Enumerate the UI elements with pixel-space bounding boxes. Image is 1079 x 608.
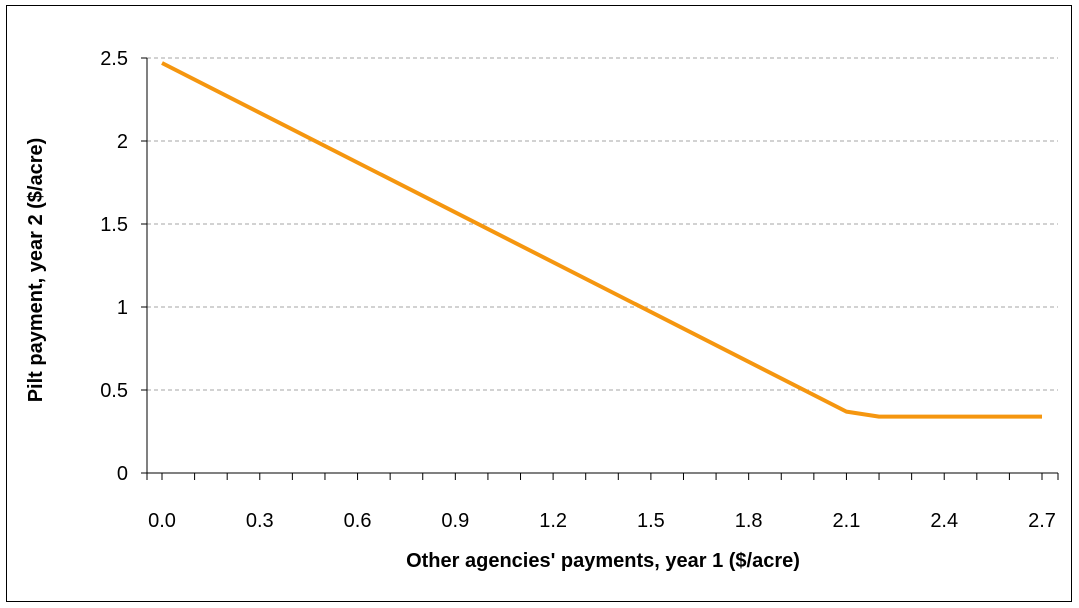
x-tick-label: 0.3 bbox=[246, 510, 274, 532]
y-tick-label: 1.5 bbox=[100, 214, 128, 236]
x-axis-title: Other agencies' payments, year 1 ($/acre… bbox=[406, 550, 800, 572]
x-tick-label: 1.8 bbox=[735, 510, 763, 532]
x-tick-label: 2.7 bbox=[1028, 510, 1056, 532]
y-tick-label: 1 bbox=[117, 297, 128, 319]
axes bbox=[146, 58, 1058, 474]
series bbox=[161, 61, 1042, 419]
y-tick-label: 2 bbox=[117, 131, 128, 153]
x-tick-label: 0.9 bbox=[441, 510, 469, 532]
y-tick-label: 2.5 bbox=[100, 48, 128, 70]
x-tick-label: 2.4 bbox=[930, 510, 958, 532]
y-axis-title: Pilt payment, year 2 ($/acre) bbox=[25, 138, 47, 403]
x-tick-label: 0.6 bbox=[344, 510, 372, 532]
y-tick-label: 0 bbox=[117, 463, 128, 485]
series-line bbox=[161, 61, 1042, 419]
x-tick-label: 1.5 bbox=[637, 510, 665, 532]
ticks: 0 0.5 1 1.5 2 2.5 0.0 0.3 0.6 0.9 1.2 1.5 1.8 2.1 2.4 2… bbox=[100, 48, 1059, 532]
gridlines bbox=[147, 57, 1058, 391]
x-tick-label: 0.0 bbox=[148, 510, 176, 532]
x-tick-label: 2.1 bbox=[833, 510, 861, 532]
y-tick-label: 0.5 bbox=[100, 380, 128, 402]
x-tick-label: 1.2 bbox=[539, 510, 567, 532]
chart-frame bbox=[6, 5, 1072, 602]
